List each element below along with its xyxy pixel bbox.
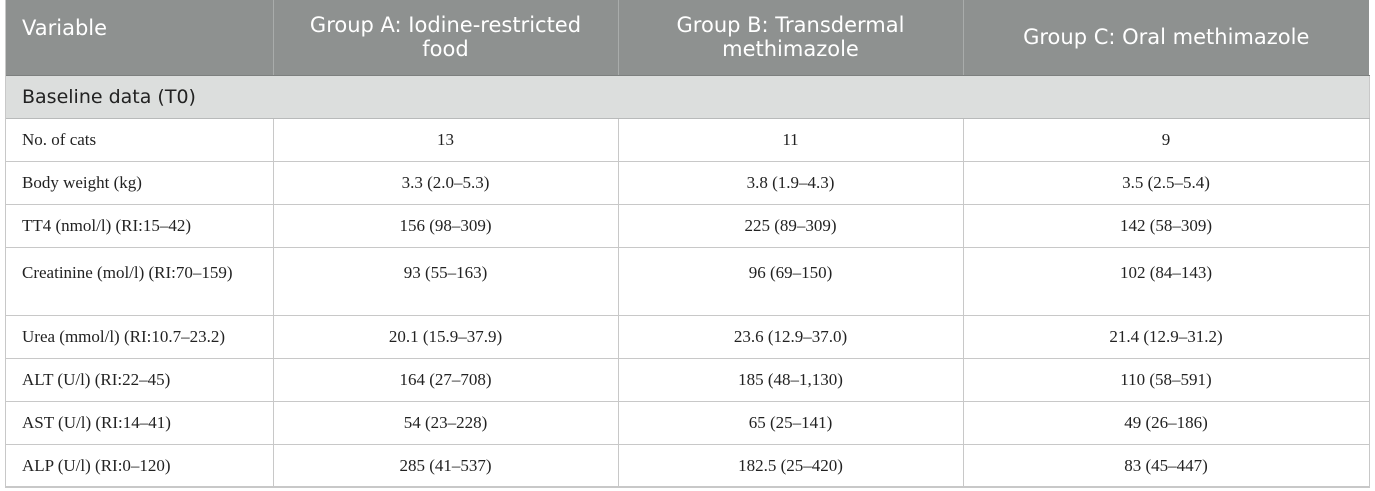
header-group-c: Group C: Oral methimazole — [963, 0, 1369, 76]
cell-group-a: 93 (55–163) — [273, 247, 619, 316]
table-row: Creatinine (mol/l) (RI:70–159) 93 (55–16… — [5, 247, 1370, 316]
row-label: ALP (U/l) (RI:0–120) — [5, 444, 274, 488]
table-row: ALP (U/l) (RI:0–120) 285 (41–537) 182.5 … — [5, 444, 1370, 488]
section-row: Baseline data (T0) — [5, 75, 1370, 119]
row-label: Creatinine (mol/l) (RI:70–159) — [5, 247, 274, 316]
baseline-data-table: Variable Group A: Iodine-restricted food… — [5, 0, 1370, 488]
header-group-b: Group B: Transdermal methimazole — [618, 0, 964, 76]
cell-group-b: 185 (48–1,130) — [618, 358, 964, 402]
row-label: TT4 (nmol/l) (RI:15–42) — [5, 204, 274, 248]
cell-group-b: 225 (89–309) — [618, 204, 964, 248]
cell-group-b: 11 — [618, 118, 964, 162]
cell-group-a: 20.1 (15.9–37.9) — [273, 315, 619, 359]
cell-group-c: 83 (45–447) — [963, 444, 1370, 488]
cell-group-a: 13 — [273, 118, 619, 162]
cell-group-c: 9 — [963, 118, 1370, 162]
cell-group-c: 21.4 (12.9–31.2) — [963, 315, 1370, 359]
row-label: Body weight (kg) — [5, 161, 274, 205]
header-variable: Variable — [5, 0, 274, 76]
cell-group-a: 156 (98–309) — [273, 204, 619, 248]
cell-group-c: 110 (58–591) — [963, 358, 1370, 402]
cell-group-a: 164 (27–708) — [273, 358, 619, 402]
section-title: Baseline data (T0) — [5, 75, 1370, 119]
row-label: ALT (U/l) (RI:22–45) — [5, 358, 274, 402]
row-label: Urea (mmol/l) (RI:10.7–23.2) — [5, 315, 274, 359]
cell-group-c: 3.5 (2.5–5.4) — [963, 161, 1370, 205]
cell-group-b: 96 (69–150) — [618, 247, 964, 316]
table-row: AST (U/l) (RI:14–41) 54 (23–228) 65 (25–… — [5, 401, 1370, 445]
cell-group-a: 285 (41–537) — [273, 444, 619, 488]
row-label: AST (U/l) (RI:14–41) — [5, 401, 274, 445]
table-row: ALT (U/l) (RI:22–45) 164 (27–708) 185 (4… — [5, 358, 1370, 402]
cell-group-a: 54 (23–228) — [273, 401, 619, 445]
table-row: Urea (mmol/l) (RI:10.7–23.2) 20.1 (15.9–… — [5, 315, 1370, 359]
cell-group-c: 142 (58–309) — [963, 204, 1370, 248]
cell-group-b: 182.5 (25–420) — [618, 444, 964, 488]
cell-group-b: 65 (25–141) — [618, 401, 964, 445]
cell-group-c: 49 (26–186) — [963, 401, 1370, 445]
row-label: No. of cats — [5, 118, 274, 162]
cell-group-c: 102 (84–143) — [963, 247, 1370, 316]
table-row: No. of cats 13 11 9 — [5, 118, 1370, 162]
table-row: Body weight (kg) 3.3 (2.0–5.3) 3.8 (1.9–… — [5, 161, 1370, 205]
cell-group-a: 3.3 (2.0–5.3) — [273, 161, 619, 205]
header-row: Variable Group A: Iodine-restricted food… — [5, 0, 1369, 76]
cell-group-b: 23.6 (12.9–37.0) — [618, 315, 964, 359]
header-group-a: Group A: Iodine-restricted food — [273, 0, 619, 76]
cell-group-b: 3.8 (1.9–4.3) — [618, 161, 964, 205]
table-row: TT4 (nmol/l) (RI:15–42) 156 (98–309) 225… — [5, 204, 1370, 248]
